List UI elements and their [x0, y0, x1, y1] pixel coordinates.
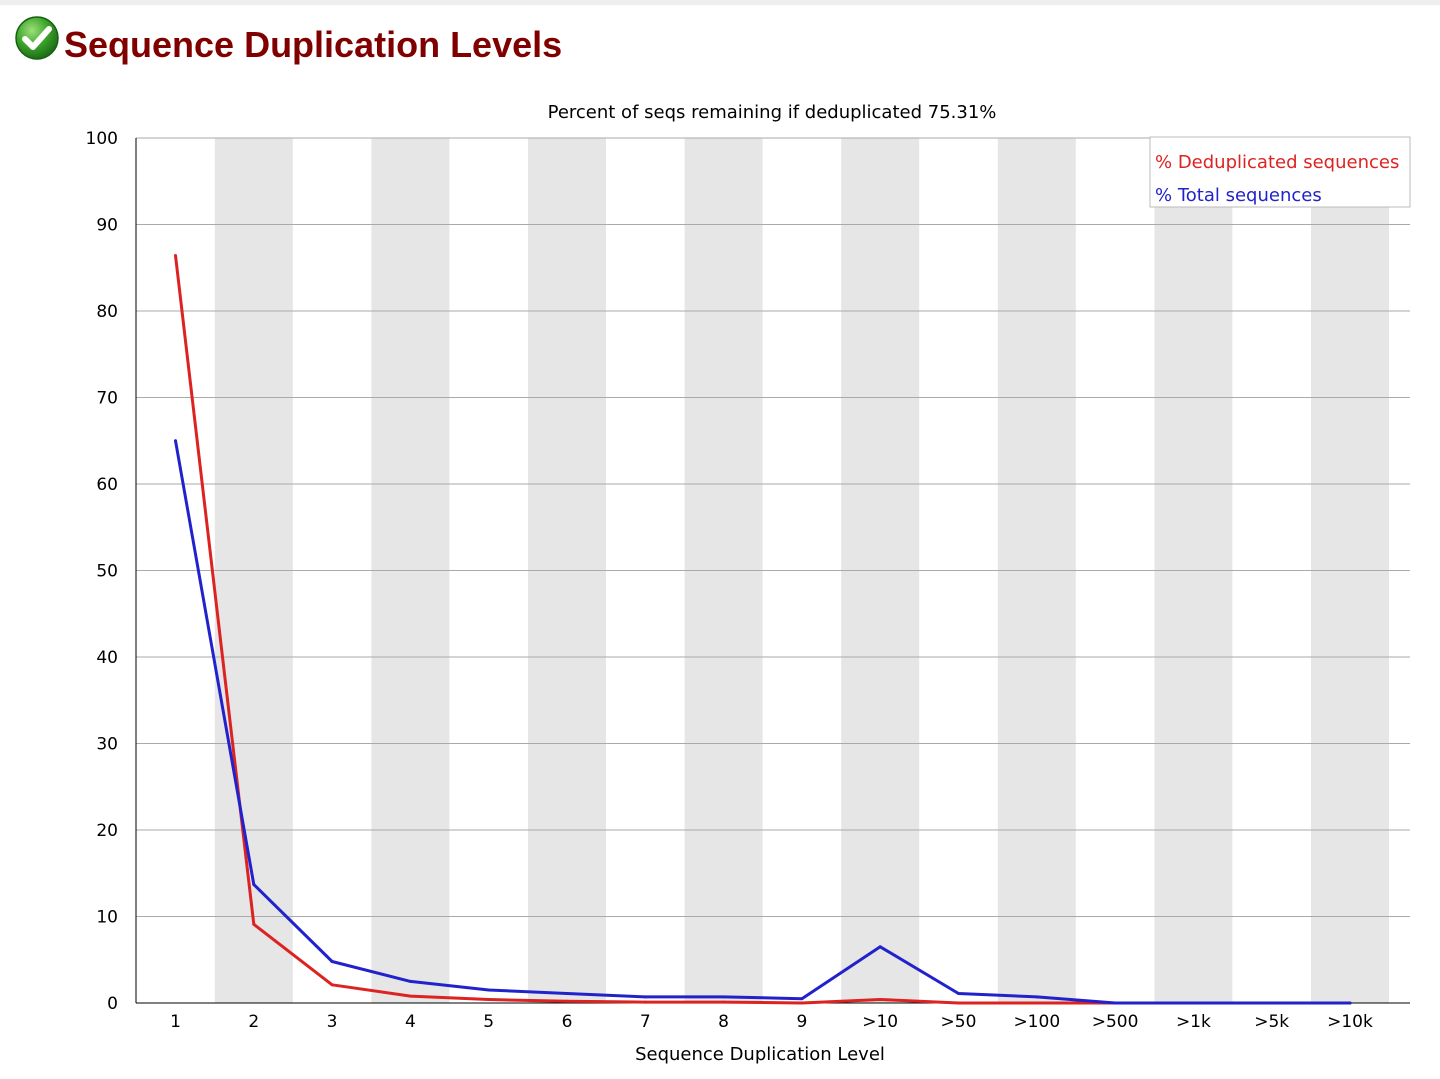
page-title: Sequence Duplication Levels: [64, 24, 563, 65]
data-point-s1-0: [174, 439, 177, 443]
x-tick-label-13: >1k: [1176, 1012, 1211, 1032]
gridlines: [136, 137, 1410, 917]
x-tick-label-9: >10: [862, 1012, 898, 1032]
data-point-s0-3: [408, 994, 412, 998]
data-point-s0-0: [174, 254, 177, 258]
data-point-s1-4: [487, 988, 491, 992]
data-point-s0-11: [1035, 1001, 1039, 1005]
x-tick-label-0: 1: [170, 1012, 181, 1032]
data-point-s0-8: [800, 1001, 804, 1005]
x-tick-label-7: 8: [718, 1012, 729, 1032]
legend-entry-total: % Total sequences: [1155, 185, 1322, 206]
x-tick-label-4: 5: [483, 1012, 494, 1032]
data-point-s1-11: [1035, 995, 1039, 999]
x-tick-label-8: 9: [796, 1012, 807, 1032]
x-tick-label-15: >10k: [1327, 1012, 1373, 1032]
data-point-s0-9: [878, 998, 882, 1002]
data-point-s0-4: [487, 998, 491, 1002]
y-tick-label-60: 60: [96, 475, 118, 495]
y-tick-label-0: 0: [107, 994, 118, 1014]
y-tick-label-100: 100: [86, 129, 118, 149]
x-tick-label-1: 2: [248, 1012, 259, 1032]
series-line-1: [174, 439, 1352, 1005]
y-tick-label-20: 20: [96, 821, 118, 841]
y-tick-label-50: 50: [96, 562, 118, 582]
y-tick-label-90: 90: [96, 216, 118, 236]
pass-check-icon: [15, 16, 59, 60]
data-point-s1-9: [878, 945, 882, 949]
y-tick-label-70: 70: [96, 389, 118, 409]
data-point-s0-10: [957, 1001, 960, 1005]
data-point-s1-1: [252, 882, 256, 886]
x-tick-label-10: >50: [941, 1012, 977, 1032]
x-tick-label-5: 6: [562, 1012, 573, 1032]
x-tick-label-14: >5k: [1254, 1012, 1289, 1032]
data-point-s1-15: [1348, 1001, 1352, 1005]
chart-title: Percent of seqs remaining if deduplicate…: [548, 102, 997, 123]
data-point-s1-3: [408, 979, 412, 983]
y-tick-label-80: 80: [96, 302, 118, 322]
x-tick-label-6: 7: [640, 1012, 651, 1032]
data-point-s0-2: [330, 983, 334, 987]
y-tick-labels: 0 10 20 30 40 50 60 70 80 90 100: [86, 129, 118, 1014]
x-axis-label: Sequence Duplication Level: [635, 1044, 885, 1065]
legend: % Deduplicated sequences % Total sequenc…: [1149, 136, 1411, 208]
y-tick-label-10: 10: [96, 908, 118, 928]
data-point-s1-10: [957, 991, 960, 995]
data-point-s0-7: [722, 1000, 726, 1004]
duplication-chart: 0 10 20 30 40 50 60 70 80 90 100 1 2 3 4 5 6 7 8 9 >10 >50 >1…: [86, 102, 1411, 1065]
data-point-s0-6: [643, 1000, 647, 1004]
y-tick-label-40: 40: [96, 648, 118, 668]
data-point-s1-7: [722, 995, 726, 999]
data-point-s0-5: [565, 999, 569, 1003]
data-point-s1-14: [1270, 1001, 1274, 1005]
x-tick-label-2: 3: [327, 1012, 338, 1032]
x-tick-label-11: >100: [1013, 1012, 1060, 1032]
data-point-s0-1: [252, 922, 256, 926]
chart-container: 0 10 20 30 40 50 60 70 80 90 100 1 2 3 4 5 6 7 8 9 >10 >50 >1…: [0, 90, 1440, 1074]
data-point-s1-8: [800, 997, 804, 1001]
data-point-s1-12: [1113, 1001, 1117, 1005]
legend-box: [1149, 136, 1411, 208]
y-tick-label-30: 30: [96, 735, 118, 755]
x-tick-labels: 1 2 3 4 5 6 7 8 9 >10 >50 >100 >500 >1k >5k >10k: [170, 1012, 1373, 1032]
module-header: Sequence Duplication Levels: [14, 8, 562, 68]
data-point-s1-6: [643, 995, 647, 999]
x-tick-label-3: 4: [405, 1012, 416, 1032]
series-lines: [174, 254, 1352, 1005]
top-bar: [0, 0, 1440, 5]
data-point-s1-5: [565, 991, 569, 995]
legend-entry-deduplicated: % Deduplicated sequences: [1155, 152, 1399, 173]
data-point-s1-13: [1191, 1001, 1195, 1005]
x-tick-label-12: >500: [1092, 1012, 1139, 1032]
data-point-s1-2: [330, 959, 334, 963]
